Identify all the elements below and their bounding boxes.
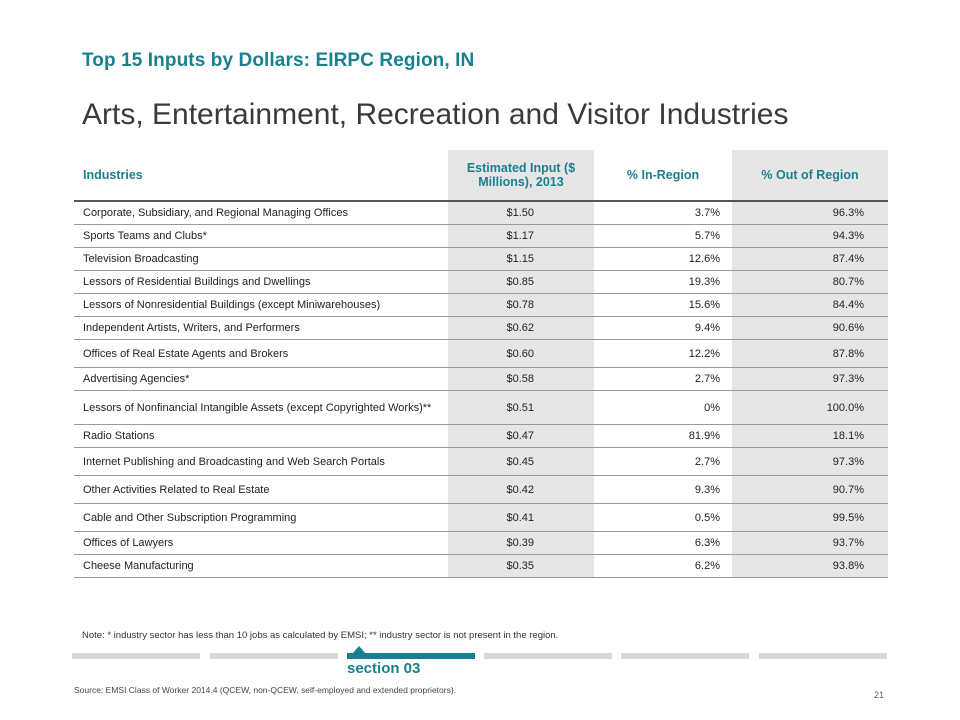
section-bar-01 bbox=[72, 653, 200, 659]
page-number: 21 bbox=[874, 690, 885, 700]
cell-estimated-input: $0.45 bbox=[448, 447, 594, 476]
cell-industry: Offices of Real Estate Agents and Broker… bbox=[74, 339, 448, 368]
cell-out-of-region: 97.3% bbox=[732, 447, 888, 476]
cell-estimated-input: $0.39 bbox=[448, 531, 594, 555]
table-row: Independent Artists, Writers, and Perfor… bbox=[74, 316, 888, 340]
section-bar-02 bbox=[210, 653, 338, 659]
table-row: Cable and Other Subscription Programming… bbox=[74, 503, 888, 532]
cell-in-region: 15.6% bbox=[594, 293, 732, 317]
table-row: Cheese Manufacturing $0.35 6.2% 93.8% bbox=[74, 554, 888, 578]
footnote: Note: * industry sector has less than 10… bbox=[82, 630, 559, 641]
section-bar-06 bbox=[759, 653, 887, 659]
cell-out-of-region: 93.7% bbox=[732, 531, 888, 555]
page-title: Arts, Entertainment, Recreation and Visi… bbox=[82, 98, 789, 131]
table-row: Television Broadcasting $1.15 12.6% 87.4% bbox=[74, 247, 888, 271]
cell-estimated-input: $1.17 bbox=[448, 224, 594, 248]
cell-industry: Cheese Manufacturing bbox=[74, 554, 448, 578]
cell-industry: Independent Artists, Writers, and Perfor… bbox=[74, 316, 448, 340]
table-row: Lessors of Nonresidential Buildings (exc… bbox=[74, 293, 888, 317]
table-row: Corporate, Subsidiary, and Regional Mana… bbox=[74, 201, 888, 225]
cell-in-region: 5.7% bbox=[594, 224, 732, 248]
inputs-table: Industries Estimated Input ($ Millions),… bbox=[74, 150, 888, 578]
table-header-row: Industries Estimated Input ($ Millions),… bbox=[74, 150, 888, 202]
column-header-industries: Industries bbox=[74, 150, 448, 202]
section-bar-03-active bbox=[347, 653, 475, 659]
cell-industry: Corporate, Subsidiary, and Regional Mana… bbox=[74, 201, 448, 225]
section-marker-icon bbox=[352, 646, 366, 654]
cell-estimated-input: $0.51 bbox=[448, 390, 594, 425]
cell-out-of-region: 80.7% bbox=[732, 270, 888, 294]
cell-estimated-input: $0.47 bbox=[448, 424, 594, 448]
cell-out-of-region: 93.8% bbox=[732, 554, 888, 578]
section-bar-04 bbox=[484, 653, 612, 659]
section-label: section 03 bbox=[347, 660, 421, 677]
cell-industry: Lessors of Nonfinancial Intangible Asset… bbox=[74, 390, 448, 425]
cell-estimated-input: $0.58 bbox=[448, 367, 594, 391]
column-header-estimated-input: Estimated Input ($ Millions), 2013 bbox=[448, 150, 594, 202]
cell-in-region: 9.4% bbox=[594, 316, 732, 340]
cell-industry: Cable and Other Subscription Programming bbox=[74, 503, 448, 532]
cell-in-region: 12.6% bbox=[594, 247, 732, 271]
table-row: Radio Stations $0.47 81.9% 18.1% bbox=[74, 424, 888, 448]
cell-industry: Internet Publishing and Broadcasting and… bbox=[74, 447, 448, 476]
cell-out-of-region: 84.4% bbox=[732, 293, 888, 317]
cell-estimated-input: $0.78 bbox=[448, 293, 594, 317]
cell-in-region: 2.7% bbox=[594, 447, 732, 476]
cell-in-region: 0.5% bbox=[594, 503, 732, 532]
cell-in-region: 6.2% bbox=[594, 554, 732, 578]
cell-in-region: 0% bbox=[594, 390, 732, 425]
table-body: Corporate, Subsidiary, and Regional Mana… bbox=[74, 201, 888, 578]
table-row: Advertising Agencies* $0.58 2.7% 97.3% bbox=[74, 367, 888, 391]
table-row: Lessors of Residential Buildings and Dwe… bbox=[74, 270, 888, 294]
cell-industry: Other Activities Related to Real Estate bbox=[74, 475, 448, 504]
column-header-in-region: % In-Region bbox=[594, 150, 732, 202]
cell-out-of-region: 94.3% bbox=[732, 224, 888, 248]
cell-out-of-region: 97.3% bbox=[732, 367, 888, 391]
cell-out-of-region: 18.1% bbox=[732, 424, 888, 448]
table-row: Other Activities Related to Real Estate $… bbox=[74, 475, 888, 504]
cell-in-region: 81.9% bbox=[594, 424, 732, 448]
section-bar-05 bbox=[621, 653, 749, 659]
source-note: Source: EMSI Class of Worker 2014.4 (QCE… bbox=[74, 685, 457, 695]
table-row: Sports Teams and Clubs* $1.17 5.7% 94.3% bbox=[74, 224, 888, 248]
cell-estimated-input: $0.62 bbox=[448, 316, 594, 340]
cell-estimated-input: $1.50 bbox=[448, 201, 594, 225]
cell-industry: Advertising Agencies* bbox=[74, 367, 448, 391]
cell-industry: Radio Stations bbox=[74, 424, 448, 448]
cell-in-region: 6.3% bbox=[594, 531, 732, 555]
table-row: Lessors of Nonfinancial Intangible Asset… bbox=[74, 390, 888, 425]
page-subtitle: Top 15 Inputs by Dollars: EIRPC Region, … bbox=[82, 50, 475, 71]
cell-out-of-region: 87.8% bbox=[732, 339, 888, 368]
cell-in-region: 2.7% bbox=[594, 367, 732, 391]
cell-estimated-input: $0.85 bbox=[448, 270, 594, 294]
cell-estimated-input: $0.41 bbox=[448, 503, 594, 532]
cell-out-of-region: 100.0% bbox=[732, 390, 888, 425]
cell-in-region: 19.3% bbox=[594, 270, 732, 294]
column-header-out-of-region: % Out of Region bbox=[732, 150, 888, 202]
cell-industry: Lessors of Nonresidential Buildings (exc… bbox=[74, 293, 448, 317]
cell-out-of-region: 87.4% bbox=[732, 247, 888, 271]
cell-out-of-region: 90.6% bbox=[732, 316, 888, 340]
cell-estimated-input: $0.35 bbox=[448, 554, 594, 578]
cell-industry: Television Broadcasting bbox=[74, 247, 448, 271]
cell-out-of-region: 99.5% bbox=[732, 503, 888, 532]
cell-industry: Sports Teams and Clubs* bbox=[74, 224, 448, 248]
cell-estimated-input: $0.60 bbox=[448, 339, 594, 368]
cell-out-of-region: 90.7% bbox=[732, 475, 888, 504]
cell-in-region: 3.7% bbox=[594, 201, 732, 225]
table-row: Offices of Real Estate Agents and Broker… bbox=[74, 339, 888, 368]
cell-in-region: 9.3% bbox=[594, 475, 732, 504]
section-navigation-bar bbox=[0, 653, 960, 661]
cell-out-of-region: 96.3% bbox=[732, 201, 888, 225]
cell-estimated-input: $0.42 bbox=[448, 475, 594, 504]
cell-industry: Lessors of Residential Buildings and Dwe… bbox=[74, 270, 448, 294]
cell-estimated-input: $1.15 bbox=[448, 247, 594, 271]
table-row: Internet Publishing and Broadcasting and… bbox=[74, 447, 888, 476]
table-row: Offices of Lawyers $0.39 6.3% 93.7% bbox=[74, 531, 888, 555]
cell-in-region: 12.2% bbox=[594, 339, 732, 368]
cell-industry: Offices of Lawyers bbox=[74, 531, 448, 555]
